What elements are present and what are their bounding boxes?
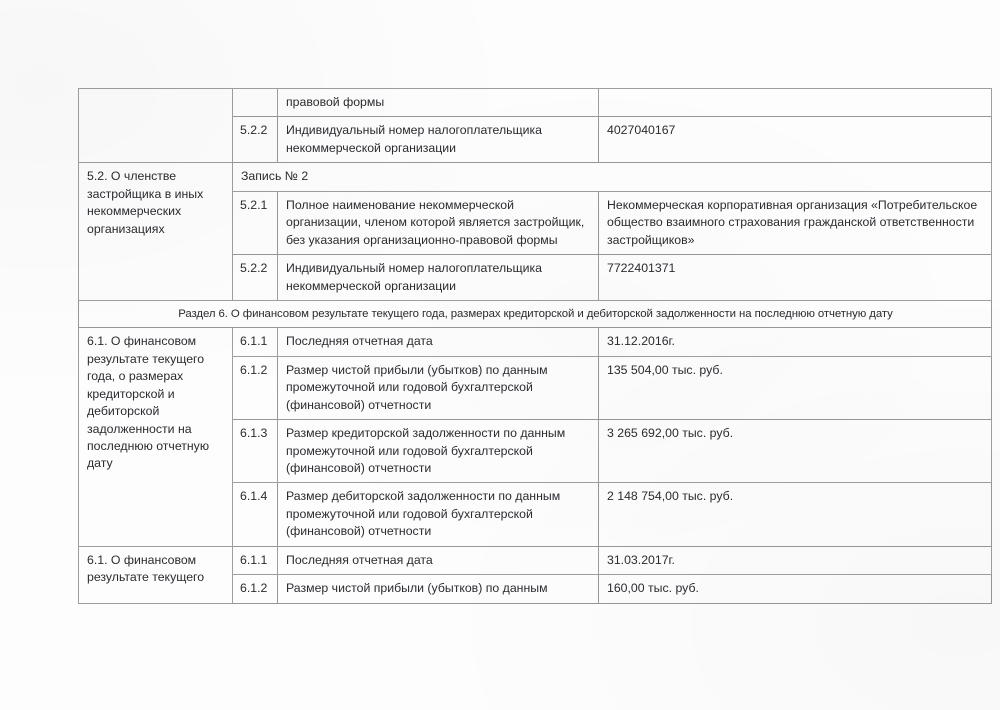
value-cell: 31.03.2017г. xyxy=(598,545,992,576)
record-label-cell: Запись № 2 xyxy=(232,162,992,192)
description-cell: Индивидуальный номер налогоплательщика н… xyxy=(277,254,599,302)
value-cell: 135 504,00 тыс. руб. xyxy=(598,355,992,421)
value-cell: 31.12.2016г. xyxy=(598,327,992,357)
code-cell: 6.1.4 xyxy=(232,482,278,547)
section-label-cell-continued xyxy=(78,87,233,164)
section-label-cell: 5.2. О членстве застройщика в иных неком… xyxy=(78,162,233,302)
description-cell: Размер чистой прибыли (убытков) по данны… xyxy=(277,355,599,421)
code-cell: 6.1.1 xyxy=(232,545,278,576)
value-cell: 4027040167 xyxy=(598,116,992,164)
table-row: 5.2.2 Индивидуальный номер налогоплатель… xyxy=(79,254,992,302)
code-cell: 5.2.2 xyxy=(232,116,278,164)
code-cell: 6.1.2 xyxy=(232,355,278,421)
code-cell: 6.1.2 xyxy=(232,574,278,604)
description-cell: Размер дебиторской задолженности по данн… xyxy=(277,482,599,547)
value-cell: 3 265 692,00 тыс. руб. xyxy=(598,419,992,484)
code-cell: 5.2.2 xyxy=(232,254,278,302)
code-cell: 6.1.1 xyxy=(232,327,278,357)
table-row: 6.1.2 Размер чистой прибыли (убытков) по… xyxy=(79,355,992,421)
table-row-section-heading: Раздел 6. О финансовом результате текуще… xyxy=(78,300,992,329)
value-cell: 2 148 754,00 тыс. руб. xyxy=(598,482,992,547)
table-row: 6.1.3 Размер кредиторской задолженности … xyxy=(79,419,992,484)
description-cell: Размер кредиторской задолженности по дан… xyxy=(277,419,599,484)
description-cell: Последняя отчетная дата xyxy=(277,327,599,357)
description-cell: Последняя отчетная дата xyxy=(277,545,599,576)
value-cell: 160,00 тыс. руб. xyxy=(598,574,992,604)
code-cell: 5.2.1 xyxy=(232,190,278,256)
description-cell: правовой формы xyxy=(277,87,599,117)
section-label-cell: 6.1. О финансовом результате текущего го… xyxy=(78,327,233,547)
table-row: 5.2.1 Полное наименование некоммерческой… xyxy=(79,190,992,256)
description-cell: Индивидуальный номер налогоплательщика н… xyxy=(277,116,599,164)
value-cell: 7722401371 xyxy=(598,254,992,302)
description-cell: Полное наименование некоммерческой орган… xyxy=(277,190,599,256)
declaration-table: правовой формы 5.2.2 Индивидуальный номе… xyxy=(78,87,992,604)
table-row: 6.1. О финансовом результате текущего го… xyxy=(78,327,992,547)
section-label-cell: 6.1. О финансовом результате текущего xyxy=(78,545,233,604)
section-heading-cell: Раздел 6. О финансовом результате текуще… xyxy=(78,300,992,329)
code-cell xyxy=(232,87,278,117)
table-row: 6.1.2 Размер чистой прибыли (убытков) по… xyxy=(79,574,992,604)
table-row-record-header: 5.2. О членстве застройщика в иных неком… xyxy=(78,162,992,302)
code-cell: 6.1.3 xyxy=(232,419,278,484)
table-row: правовой формы xyxy=(78,87,992,164)
value-cell: Некоммерческая корпоративная организация… xyxy=(598,190,992,256)
table-row: 6.1.4 Размер дебиторской задолженности п… xyxy=(79,482,992,547)
table-row: 6.1. О финансовом результате текущего 6.… xyxy=(78,545,992,604)
description-cell: Размер чистой прибыли (убытков) по данны… xyxy=(277,574,599,604)
value-cell xyxy=(598,87,992,117)
